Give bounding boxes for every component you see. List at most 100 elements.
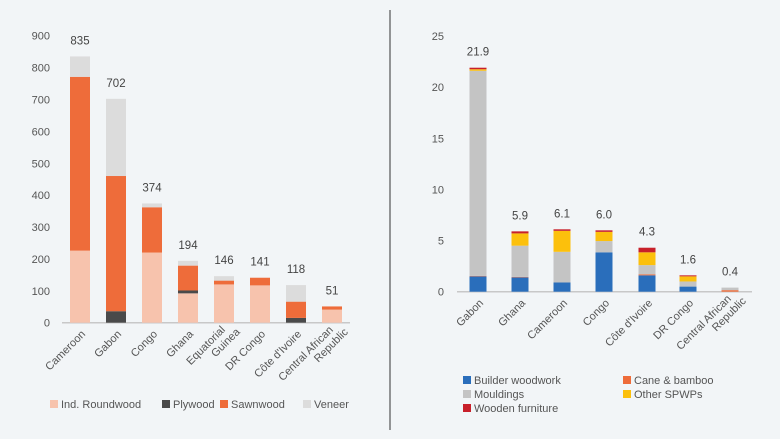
legend-label: Mouldings: [474, 389, 525, 401]
bar-segment-cane-bamboo: [511, 276, 529, 278]
bar-segment-other-spwps: [595, 231, 613, 242]
y-tick-label: 20: [432, 82, 444, 94]
bar-segment-builder-woodwork: [638, 275, 656, 292]
bar-segment-wooden-furniture: [469, 67, 487, 70]
bar-segment-ind-roundwood: [70, 250, 90, 323]
x-category-label: Central AfricanRepublic: [674, 286, 749, 361]
legend-label: Veneer: [314, 399, 349, 411]
legend-item: Wooden furniture: [463, 403, 558, 415]
total-label: 5.9: [512, 210, 528, 222]
legend-label: Plywood: [173, 399, 215, 411]
total-label: 118: [287, 264, 305, 276]
x-category-label: Ghana: [496, 297, 528, 329]
bar-segment-cane-bamboo: [638, 274, 656, 276]
bar-segment-other-spwps: [638, 252, 656, 266]
bar-segment-builder-woodwork: [469, 276, 487, 292]
bar-segment-mouldings: [553, 251, 571, 283]
bar-segment-veneer: [142, 203, 162, 208]
bar-segment-veneer: [178, 260, 198, 266]
category-label-line: Congo: [581, 297, 612, 328]
bar-segment-wooden-furniture: [511, 231, 529, 234]
bar-segment-builder-woodwork: [595, 252, 613, 292]
bar-segment-sawnwood: [250, 277, 270, 286]
legend-item: Other SPWPs: [623, 389, 703, 401]
bar-segment-ind-roundwood: [322, 309, 342, 323]
bar-segment-mouldings: [595, 241, 613, 253]
legend-item: Cane & bamboo: [623, 375, 714, 387]
x-category-label: Cameroon: [43, 328, 88, 373]
total-label: 835: [70, 35, 89, 47]
category-label-line: Congo: [129, 328, 160, 359]
x-category-label: Central AfricanRepublic: [276, 317, 351, 392]
legend-label: Cane & bamboo: [634, 375, 714, 387]
bar-segment-sawnwood: [142, 207, 162, 253]
bar-segment-veneer: [70, 56, 90, 77]
y-tick-label: 100: [32, 286, 50, 298]
legend-item: Sawnwood: [220, 399, 285, 411]
total-label: 374: [142, 182, 162, 194]
bar-segment-ind-roundwood: [250, 285, 270, 323]
category-label-line: Cameroon: [525, 297, 570, 342]
right-chart-spwp-exports: 0 5 10 15 20 25 21.9 Gabon 5.9 Ghana 6.1 Cameroon 6.…: [432, 31, 752, 415]
y-tick-label: 10: [432, 184, 444, 196]
total-label: 141: [250, 257, 269, 269]
bar-segment-ind-roundwood: [178, 293, 198, 323]
bar-segment-other-spwps: [511, 233, 529, 246]
bar-segment-cane-bamboo: [469, 275, 487, 277]
legend-label: Sawnwood: [231, 399, 285, 411]
legend-label: Wooden furniture: [474, 403, 558, 415]
bar-segment-wooden-furniture: [595, 230, 613, 232]
y-tick-label: 500: [32, 158, 50, 170]
total-label: 702: [106, 78, 125, 90]
left-chart-roundwood-exports: 0 100 200 300 400 500 600 700 800 900 835 Cameroon 7…: [32, 31, 351, 411]
bar-segment-mouldings: [721, 287, 739, 291]
bar-segment-other-spwps: [679, 276, 697, 282]
bar-segment-plywood: [106, 311, 126, 323]
x-category-label: Cameroon: [525, 297, 570, 342]
bar-segment-wooden-furniture: [638, 247, 656, 253]
y-tick-label: 800: [32, 63, 50, 75]
y-tick-label: 15: [432, 133, 444, 145]
legend-item: Veneer: [303, 399, 349, 411]
bar-segment-ind-roundwood: [214, 284, 234, 323]
bar-segment-mouldings: [511, 245, 529, 277]
bar-segment-plywood: [178, 290, 198, 294]
y-tick-label: 700: [32, 94, 50, 106]
legend-swatch: [162, 400, 170, 408]
total-label: 21.9: [467, 47, 489, 59]
total-label: 6.1: [554, 208, 570, 220]
bar-segment-builder-woodwork: [679, 286, 697, 292]
y-tick-label: 0: [438, 287, 444, 299]
total-label: 194: [178, 240, 198, 252]
bar-segment-mouldings: [469, 70, 487, 276]
bar-segment-sawnwood: [106, 176, 126, 312]
bar-segment-other-spwps: [553, 230, 571, 252]
category-label-line: Gabon: [92, 328, 124, 360]
legend-swatch: [623, 390, 631, 398]
legend-label: Builder woodwork: [474, 375, 561, 387]
legend-swatch: [463, 376, 471, 384]
total-label: 4.3: [639, 227, 655, 239]
legend-swatch: [463, 404, 471, 412]
total-label: 0.4: [722, 267, 739, 279]
y-tick-label: 300: [32, 222, 50, 234]
category-label-line: Ghana: [496, 297, 528, 329]
x-category-label: Congo: [129, 328, 160, 359]
bar-segment-plywood: [286, 317, 306, 323]
bar-segment-sawnwood: [322, 306, 342, 310]
total-label: 1.6: [680, 254, 696, 266]
bar-segment-builder-woodwork: [511, 277, 529, 292]
x-category-label: Gabon: [92, 328, 124, 360]
y-tick-label: 400: [32, 190, 50, 202]
bar-segment-cane-bamboo: [721, 290, 739, 292]
legend-swatch: [463, 390, 471, 398]
total-label: 6.0: [596, 209, 612, 221]
bar-segment-ind-roundwood: [142, 252, 162, 323]
legend-label: Other SPWPs: [634, 389, 703, 401]
legend-item: Ind. Roundwood: [50, 399, 141, 411]
legend-swatch: [623, 376, 631, 384]
x-category-label: Gabon: [454, 297, 486, 329]
legend-swatch: [220, 400, 228, 408]
bar-segment-veneer: [106, 98, 126, 177]
legend-swatch: [50, 400, 58, 408]
